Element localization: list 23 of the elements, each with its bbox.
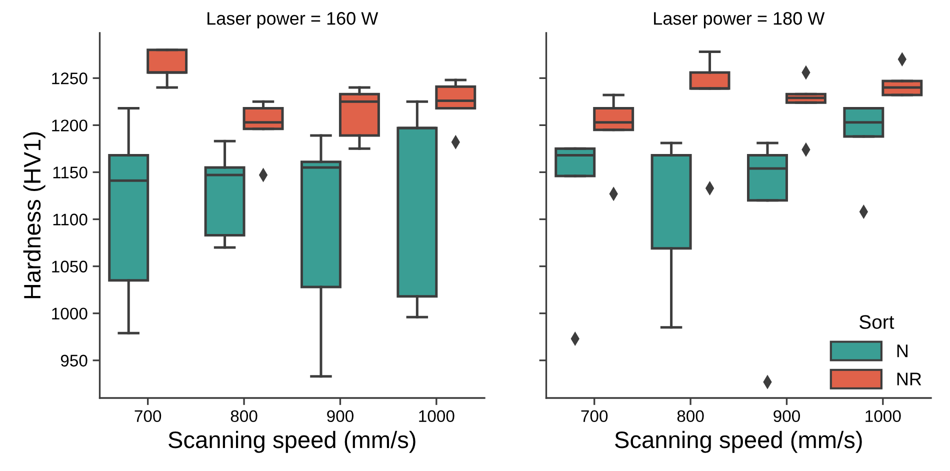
x-tick-label: 800 (230, 410, 258, 422)
y-tick-label: 1250 (52, 72, 88, 84)
chart-title: Laser power = 180 W (654, 12, 825, 28)
x-tick-label: 1000 (866, 410, 901, 422)
x-tick-label: 800 (677, 410, 704, 422)
chart-title: Laser power = 160 W (208, 12, 378, 28)
y-tick-label: 950 (60, 354, 88, 367)
y-tick-label: 1000 (52, 308, 88, 320)
legend-label: N (897, 344, 908, 358)
x-axis-title: Scanning speed (mm/s) (615, 430, 862, 453)
y-tick-label: 1200 (52, 120, 88, 132)
legend-label: NR (897, 372, 922, 386)
y-tick-label: 1100 (53, 214, 88, 226)
x-tick-label: 900 (774, 410, 800, 422)
y-tick-label: 1150 (53, 166, 88, 178)
x-tick-label: 700 (134, 410, 162, 422)
x-tick-label: 700 (581, 410, 608, 422)
x-tick-label: 900 (327, 410, 354, 422)
y-tick-label: 1050 (52, 260, 88, 272)
legend-title: Sort (859, 315, 894, 329)
x-axis-title: Scanning speed (mm/s) (168, 430, 416, 453)
x-tick-label: 1000 (419, 410, 454, 422)
y-axis-title: Hardness (HV1) (23, 132, 46, 298)
